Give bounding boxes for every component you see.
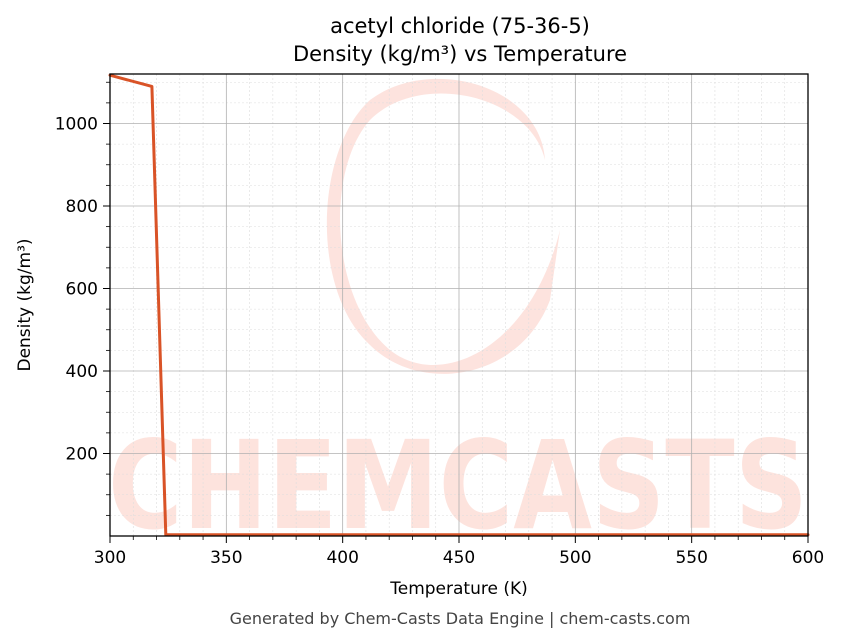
y-tick-label: 600 xyxy=(66,280,98,300)
x-tick-label: 600 xyxy=(792,548,824,568)
x-tick-label: 450 xyxy=(443,548,475,568)
series-layer xyxy=(108,73,810,537)
x-tick-label: 550 xyxy=(675,548,707,568)
y-tick-label: 800 xyxy=(66,197,98,217)
chart-subtitle: Density (kg/m³) vs Temperature xyxy=(293,42,627,66)
chart-title: acetyl chloride (75-36-5) xyxy=(330,14,590,38)
density-series-line xyxy=(108,73,810,537)
major-gridlines xyxy=(109,74,809,536)
x-tick-label: 300 xyxy=(94,548,126,568)
footer-credit: Generated by Chem-Casts Data Engine | ch… xyxy=(230,609,691,628)
x-axis-label: Temperature (K) xyxy=(389,579,528,599)
axis-ticks: 300 350 400 450 500 550 600 200 400 600 800 1000 xyxy=(55,81,824,568)
chemcasts-watermark: CHEMCASTS xyxy=(108,78,808,557)
y-tick-label: 200 xyxy=(66,445,98,465)
x-tick-label: 400 xyxy=(326,548,358,568)
y-tick-label: 400 xyxy=(66,362,98,382)
x-tick-label: 350 xyxy=(210,548,242,568)
y-axis-label: Density (kg/m³) xyxy=(15,238,35,371)
x-tick-label: 500 xyxy=(559,548,591,568)
y-tick-label: 1000 xyxy=(55,115,98,135)
